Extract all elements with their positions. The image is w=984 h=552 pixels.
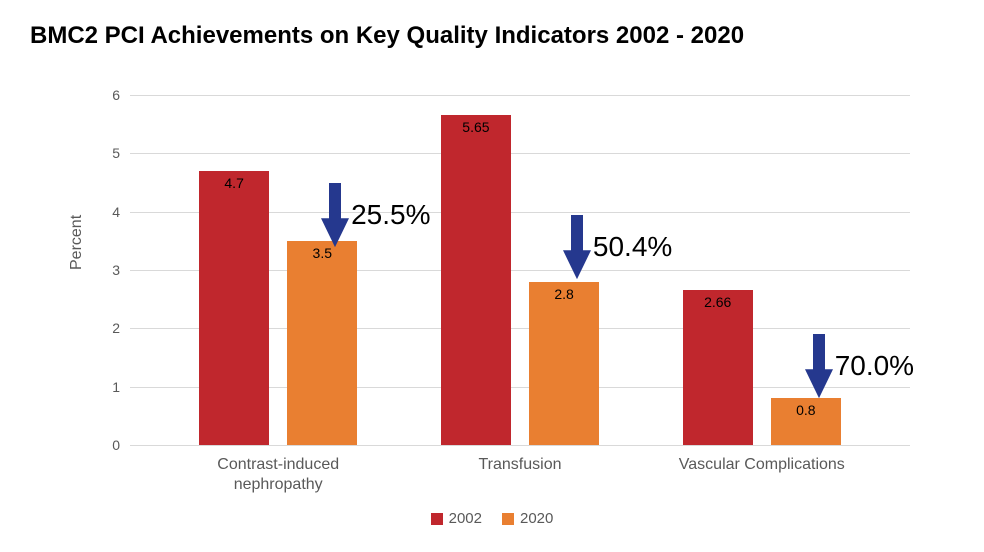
legend-label: 2002 — [449, 510, 482, 527]
y-tick-label: 6 — [112, 87, 120, 103]
down-arrow-icon — [321, 183, 349, 247]
reduction-percent: 25.5% — [351, 199, 430, 231]
y-axis-label: Percent — [68, 215, 86, 270]
down-arrow-icon — [805, 334, 833, 398]
data-label: 5.65 — [451, 119, 501, 135]
grid-line — [130, 445, 910, 446]
chart-title: BMC2 PCI Achievements on Key Quality Ind… — [30, 22, 744, 50]
category-label: Transfusion — [420, 455, 620, 475]
grid-line — [130, 95, 910, 96]
chart-container: BMC2 PCI Achievements on Key Quality Ind… — [0, 0, 984, 552]
reduction-annotation: 70.0% — [805, 334, 914, 398]
grid-line — [130, 153, 910, 154]
bar-2002 — [683, 290, 753, 445]
y-tick-label: 1 — [112, 379, 120, 395]
data-label: 0.8 — [781, 402, 831, 418]
legend-swatch — [502, 513, 514, 525]
bar-2020 — [529, 282, 599, 445]
data-label: 2.8 — [539, 286, 589, 302]
legend-swatch — [431, 513, 443, 525]
reduction-percent: 50.4% — [593, 231, 672, 263]
data-label: 2.66 — [693, 294, 743, 310]
reduction-percent: 70.0% — [835, 350, 914, 382]
plot-area: 0123456Contrast-inducednephropathy4.73.5… — [130, 95, 910, 445]
y-tick-label: 2 — [112, 320, 120, 336]
y-tick-label: 4 — [112, 204, 120, 220]
reduction-annotation: 25.5% — [321, 183, 430, 247]
legend-label: 2020 — [520, 510, 553, 527]
bar-2002 — [199, 171, 269, 445]
bar-2020 — [287, 241, 357, 445]
category-label: Vascular Complications — [662, 455, 862, 475]
bar-2002 — [441, 115, 511, 445]
legend-item: 2020 — [502, 510, 553, 527]
y-tick-label: 3 — [112, 262, 120, 278]
category-label: Contrast-inducednephropathy — [178, 455, 378, 495]
legend: 2002 2020 — [0, 510, 984, 529]
y-tick-label: 5 — [112, 145, 120, 161]
legend-item: 2002 — [431, 510, 482, 527]
y-tick-label: 0 — [112, 437, 120, 453]
data-label: 4.7 — [209, 175, 259, 191]
data-label: 3.5 — [297, 245, 347, 261]
